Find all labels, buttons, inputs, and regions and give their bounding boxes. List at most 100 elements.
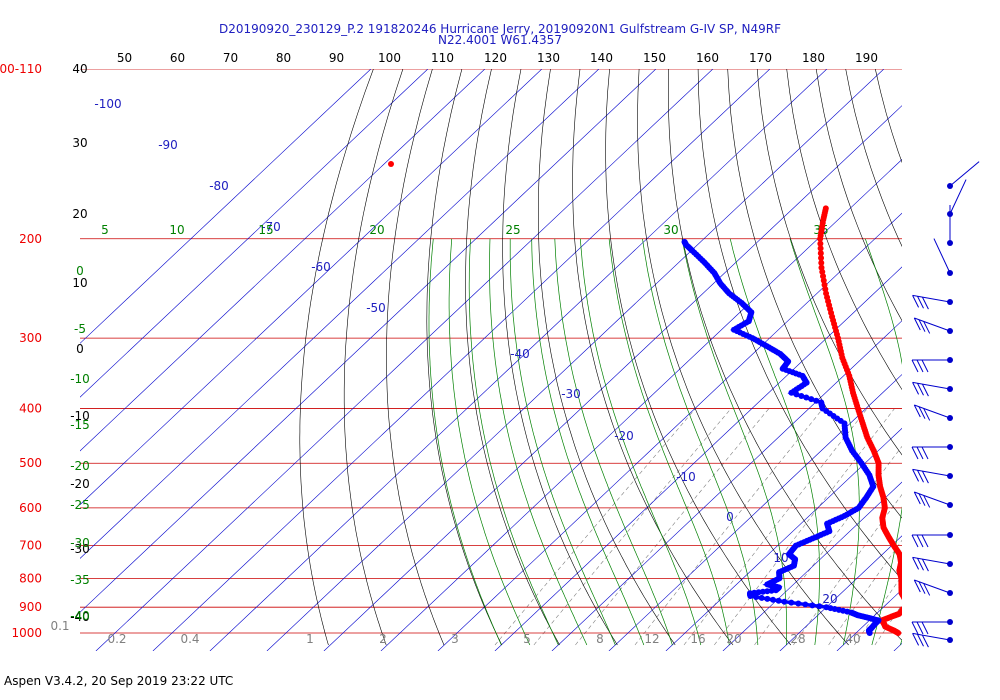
- wind-barb-feather: [917, 634, 924, 647]
- mixing-ratio-label: 0.4: [180, 632, 199, 646]
- dewpoint-profile-point: [816, 603, 823, 610]
- wind-barb-feather: [921, 558, 929, 572]
- wind-barb-feather: [913, 317, 921, 331]
- mixing-ratio-line: [494, 408, 696, 646]
- mixing-ratio-line: [714, 408, 895, 646]
- dry-adiabat-line: [845, 69, 902, 247]
- wind-barb-feather: [921, 446, 929, 460]
- pressure-label: 100-110: [0, 62, 42, 76]
- height-label: -40: [70, 610, 90, 624]
- wind-barb-feather: [912, 382, 920, 395]
- wind-barb: [947, 205, 953, 246]
- mixing-ratio-label: 1: [306, 632, 314, 646]
- theta-label: 150: [643, 51, 666, 65]
- isotherm-line: [608, 374, 902, 651]
- dewpoint-profile-point: [781, 598, 788, 605]
- wind-barb: [912, 381, 953, 397]
- left-moist-label: -5: [74, 322, 86, 336]
- wind-barb-feather: [923, 495, 931, 508]
- moist-adiabat-line: [608, 238, 730, 646]
- dewpoint-profile-point: [802, 601, 809, 608]
- mixing-ratio-label: 8: [596, 632, 604, 646]
- temperature-profile-point: [902, 604, 908, 610]
- mixing-ratio-label: 0.2: [107, 632, 126, 646]
- wind-barb-feather: [918, 406, 926, 419]
- height-label: 40: [72, 62, 87, 76]
- wind-barb-feather: [921, 534, 929, 548]
- wind-barb: [913, 317, 953, 334]
- wind-barb-feather: [913, 404, 921, 418]
- dewpoint-profile-point: [818, 399, 825, 406]
- wind-barb-feather: [918, 493, 926, 506]
- isotherm-line: [951, 69, 1000, 651]
- dewpoint-profile-point: [758, 594, 765, 601]
- isotherm-label: -40: [510, 347, 530, 361]
- dry-adiabat-line: [386, 69, 445, 646]
- isotherm-line: [95, 69, 714, 651]
- height-label: -10: [70, 409, 90, 423]
- wind-barb-feather: [916, 534, 924, 548]
- height-label: 0: [76, 342, 84, 356]
- temperature-profile-point: [903, 597, 909, 603]
- sounding-profiles: [388, 161, 909, 636]
- wind-barb-feather: [911, 534, 919, 548]
- wind-barb: [911, 357, 953, 373]
- mixing-ratio-line: [907, 409, 1000, 645]
- wind-barb-shaft: [949, 161, 980, 187]
- moist-adiabat-label: 10: [169, 223, 184, 237]
- theta-label: 70: [223, 51, 238, 65]
- mixing-ratio-line: [683, 408, 868, 646]
- wind-barb: [913, 404, 953, 421]
- dewpoint-profile: [681, 238, 882, 636]
- temperature-profile-point: [900, 606, 902, 613]
- pressure-label: 1000: [11, 626, 42, 640]
- theta-label: 90: [329, 51, 344, 65]
- isotherm-line: [665, 427, 902, 651]
- chart-title: D20190920_230129_P.2 191820246 Hurricane…: [219, 22, 781, 36]
- wind-barb-feather: [918, 319, 926, 332]
- pressure-label: 200: [19, 232, 42, 246]
- temperature-profile-point: [901, 606, 902, 611]
- dry-adiabat-line: [667, 69, 902, 641]
- isotherm-line: [551, 320, 902, 651]
- wind-barb: [912, 468, 953, 484]
- mixing-ratio-label: 0.1: [50, 619, 69, 633]
- wind-barb-feather: [917, 558, 924, 571]
- wind-barb: [947, 161, 980, 189]
- theta-label: 110: [431, 51, 454, 65]
- left-moist-label: -25: [70, 498, 90, 512]
- moist-adiabat-line: [864, 238, 902, 646]
- left-moist-label: -40: [70, 609, 90, 623]
- dry-adiabat-line: [964, 69, 1000, 645]
- wind-barb-feather: [916, 621, 924, 635]
- isotherm-label: -10: [676, 470, 696, 484]
- temperature-profile-point: [902, 603, 908, 609]
- isotherm-line: [152, 69, 771, 651]
- wind-barb: [911, 619, 953, 635]
- wind-barb-feather: [921, 359, 929, 373]
- dry-adiabat-line: [815, 69, 902, 322]
- mixing-ratio-label: 20: [726, 632, 741, 646]
- wind-barb-feather: [912, 469, 920, 482]
- moist-adiabat-label: 5: [101, 223, 109, 237]
- pressure-label: 700: [19, 539, 42, 553]
- wind-barb-feather: [913, 579, 921, 593]
- mixing-ratio-line: [874, 604, 902, 646]
- wind-barb-feather: [911, 446, 919, 460]
- mixing-ratio-line: [575, 408, 770, 646]
- wind-barb-feather: [921, 296, 929, 310]
- isotherm-line: [266, 69, 885, 651]
- pressure-label: 300: [19, 331, 42, 345]
- wind-barb: [912, 294, 953, 310]
- software-version-footer: Aspen V3.4.2, 20 Sep 2019 23:22 UTC: [4, 674, 234, 688]
- wind-barb-feather: [923, 583, 931, 596]
- dewpoint-profile-point: [795, 600, 802, 607]
- dry-adiabat-line: [502, 69, 618, 646]
- isotherm-label: -20: [614, 429, 634, 443]
- isotherm-line: [80, 69, 486, 452]
- wind-barb-shaft: [949, 179, 967, 215]
- isotherm-line: [722, 481, 902, 651]
- wind-barb-feather: [911, 359, 919, 373]
- temperature-profile-point: [818, 259, 825, 266]
- moist-adiabat-line: [428, 238, 502, 646]
